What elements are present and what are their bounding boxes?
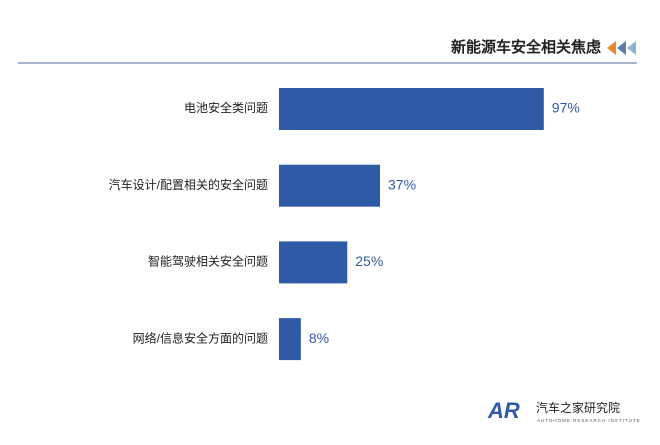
logo-subtitle: AUTOHOME RESEARCH INSTITUTE [537, 418, 641, 423]
value-label: 97% [552, 100, 580, 116]
logo-mark: AR [487, 398, 520, 423]
category-label: 电池安全类问题 [184, 100, 268, 115]
logo-name: 汽车之家研究院 [536, 400, 620, 415]
value-label: 25% [355, 253, 383, 269]
decor-triangle [607, 41, 616, 55]
decor-triangle [617, 41, 626, 55]
value-label: 37% [388, 176, 416, 192]
value-label: 8% [309, 330, 329, 346]
bar [279, 241, 348, 284]
category-label: 网络/信息安全方面的问题 [133, 330, 268, 345]
category-label: 智能驾驶相关安全问题 [148, 254, 268, 269]
bar [279, 164, 381, 207]
bar [279, 88, 544, 130]
chart-title: 新能源车安全相关焦虑 [451, 38, 601, 56]
bar [279, 318, 301, 361]
decor-triangle [627, 41, 636, 55]
category-label: 汽车设计/配置相关的安全问题 [109, 177, 268, 192]
